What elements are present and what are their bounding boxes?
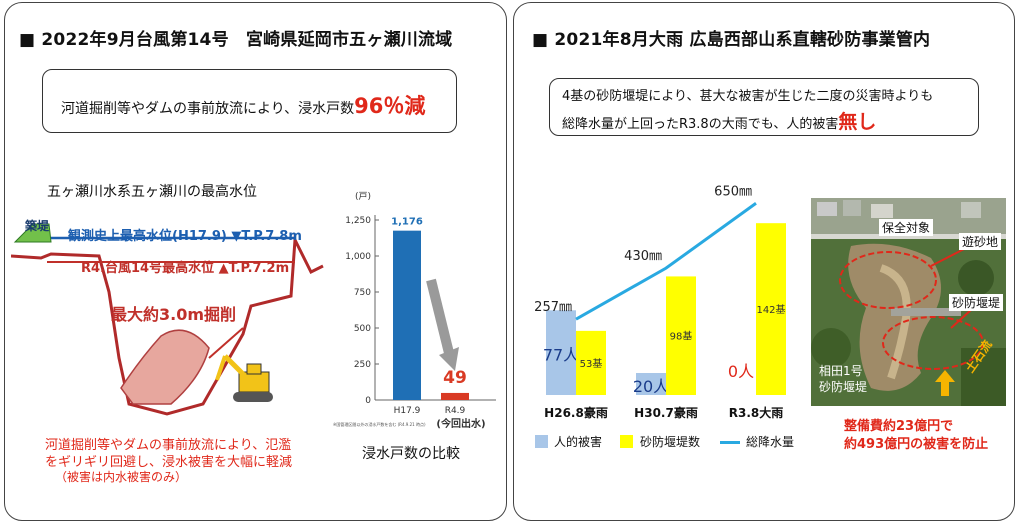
legend-dams: 砂防堰堤数	[640, 435, 701, 449]
casualties-label: 20人	[633, 377, 669, 396]
aerial-photo-drawing	[811, 198, 1006, 406]
photo-label-aida-2: 砂防堰堤	[819, 380, 868, 394]
flood-chart-ytick: 250	[354, 360, 371, 370]
right-callout-line2: 総降水量が上回ったR3.8の大雨でも、人的被害	[562, 117, 839, 132]
aerial-photo: 保全対象 遊砂地 砂防堰堤 相田1号 砂防堰堤 土石流	[811, 198, 1006, 406]
riverbed-line	[11, 234, 324, 416]
record-level-label: 観測史上最高水位(H17.9) ▼T.P.7.8m	[68, 229, 302, 244]
aerial-overlay	[839, 247, 984, 396]
legend-rain: 総降水量	[746, 435, 795, 449]
casualties-bar	[546, 310, 576, 395]
dams-bar	[756, 223, 786, 395]
flood-chart-value-label: 49	[443, 368, 467, 388]
bar-caption: 浸水戸数の比較	[362, 446, 460, 462]
rain-label: 650㎜	[714, 185, 752, 199]
flood-chart-ytick: 500	[354, 324, 371, 334]
right-panel: ■ 2021年8月大雨 広島西部山系直轄砂防事業管内 4基の砂防堰堤により、甚大…	[513, 2, 1015, 521]
dams-label: 98基	[670, 330, 693, 343]
excavation-arrow	[208, 327, 244, 359]
excavation-area	[120, 329, 210, 405]
dams-label: 53基	[580, 357, 603, 370]
left-title: ■ 2022年9月台風第14号 宮崎県延岡市五ヶ瀬川流域	[19, 30, 453, 50]
note-line-3: （被害は内水被害のみ）	[55, 470, 188, 484]
dam-pointer	[950, 309, 972, 329]
photo-label-basin: 遊砂地	[959, 233, 1002, 250]
flood-chart-ytick: 0	[365, 396, 371, 406]
photo-label-aida-1: 相田1号	[819, 364, 863, 378]
legend-swatch-casualties	[535, 435, 548, 448]
rain-label: 257㎜	[534, 300, 572, 315]
legend-swatch-dams	[620, 435, 633, 448]
dams-label: 142基	[756, 303, 785, 316]
right-title: ■ 2021年8月大雨 広島西部山系直轄砂防事業管内	[532, 30, 931, 50]
sabo-chart-xlabel: H30.7豪雨	[634, 405, 698, 420]
flood-chart-value-label: 1,176	[391, 217, 423, 228]
flood-chart-xlabel: H17.9	[394, 406, 421, 416]
basin-ellipse	[839, 251, 937, 309]
river-section-title: 五ヶ瀬川水系五ヶ瀬川の最高水位	[47, 184, 257, 200]
flood-chart-ytick: 750	[354, 288, 371, 298]
flood-chart-ytick: 1,000	[345, 252, 371, 262]
right-callout-line1: 4基の砂防堰堤により、甚大な被害が生じた二度の災害時よりも	[562, 89, 934, 104]
legend-swatch-rain	[720, 441, 740, 444]
rain-label: 430㎜	[624, 249, 662, 264]
dams-bar	[666, 276, 696, 395]
left-callout-highlight: 96％減	[354, 94, 426, 118]
left-callout-text: 河道掘削等やダムの事前放流により、浸水戸数	[61, 101, 355, 117]
river-cross-section-diagram	[11, 223, 324, 416]
levee-label: 築堤	[25, 219, 50, 233]
basin-pointer	[930, 247, 967, 267]
right-callout-highlight: 無し	[838, 111, 877, 133]
note-line-1: 河道掘削等やダムの事前放流により、氾濫	[45, 438, 292, 453]
casualties-bar	[636, 373, 666, 395]
flood-chart-unit: (戸)	[355, 191, 371, 202]
levee-shape	[13, 223, 52, 243]
sabo-chart-xlabel: R3.8大雨	[729, 405, 784, 420]
decrease-arrow-icon	[439, 347, 459, 371]
flood-chart-xlabel: R4.9	[445, 406, 466, 416]
left-panel: ■ 2022年9月台風第14号 宮崎県延岡市五ヶ瀬川流域 河道掘削等やダムの事前…	[4, 2, 507, 521]
flood-chart-ytick: 1,250	[345, 216, 371, 226]
excavator-icon	[215, 354, 273, 402]
note-line-2: をギリギリ回避し、浸水被害を大幅に軽減	[45, 455, 293, 470]
sabo-chart-xlabel: H26.8豪雨	[544, 405, 608, 420]
r4-level-label: R4.台風14号最高水位 ▲T.P.7.2m	[81, 261, 290, 276]
flood-chart-bar	[441, 392, 469, 400]
right-callout-line2-wrap: 総降水量が上回ったR3.8の大雨でも、人的被害無し	[562, 107, 876, 134]
dam-ellipse	[882, 316, 984, 370]
cost-line-1: 整備費約23億円で	[844, 419, 954, 434]
casualties-label: 77人	[543, 346, 579, 365]
sabo-chart: H26.8豪雨 H30.7豪雨 R3.8大雨 77人 20人 0人 53基 98基 142基 25…	[534, 185, 786, 420]
cost-line-2: 約493億円の被害を防止	[844, 437, 989, 452]
flood-chart-this-time: (今回出水)	[436, 417, 485, 430]
photo-label-dam: 砂防堰堤	[949, 294, 1004, 311]
debris-arrow-icon	[935, 370, 955, 396]
left-callout: 河道掘削等やダムの事前放流により、浸水戸数96％減	[42, 69, 457, 133]
right-callout: 4基の砂防堰堤により、甚大な被害が生じた二度の災害時よりも 総降水量が上回ったR…	[549, 78, 979, 136]
casualties-label: 0人	[728, 362, 754, 381]
excavation-label: 最大約3.0m掘削	[111, 305, 237, 324]
flood-chart-bar	[393, 230, 421, 400]
photo-label-protect: 保全対象	[879, 219, 934, 236]
legend-casualties: 人的被害	[554, 435, 603, 449]
flood-chart-source-note: ※国管理区間以外の浸水戸数を含む (R4.9.21 時点)	[333, 421, 426, 427]
flood-houses-chart: (戸) 1,250 1,000 750 500 250 0 H17.9 R4.9 1,176 49 (…	[333, 191, 496, 430]
decrease-arrow-shaft	[426, 278, 454, 355]
dams-bar	[576, 330, 606, 395]
rain-line	[575, 202, 757, 321]
